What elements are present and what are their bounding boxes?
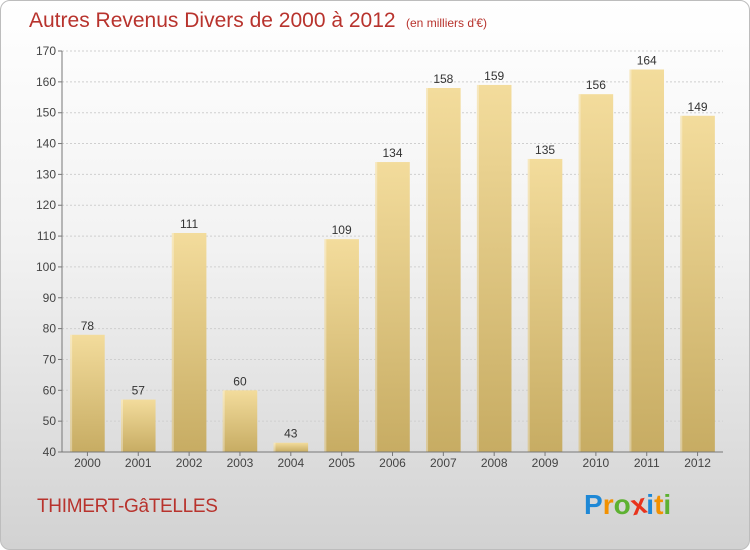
bar-2012 (680, 115, 715, 453)
y-tick-label: 40 (43, 445, 57, 459)
bar-highlight (476, 84, 479, 452)
data-label-2003: 60 (233, 374, 247, 388)
bar-2000 (70, 334, 105, 452)
proxiti-logo: Proxiti (584, 488, 672, 522)
x-tick-label-2008: 2008 (481, 456, 508, 470)
x-tick-label-2000: 2000 (74, 456, 101, 470)
title-main: Autres Revenus Divers de 2000 à 2012 (29, 9, 396, 32)
y-tick-label: 90 (43, 291, 57, 305)
data-label-2000: 78 (81, 319, 95, 333)
logo-letter: t (654, 489, 664, 520)
logo-letter: i (663, 489, 672, 520)
bar-2008 (476, 84, 512, 452)
y-tick-label: 70 (43, 352, 57, 366)
x-tick-label-2010: 2010 (583, 456, 610, 470)
data-label-2010: 156 (586, 78, 606, 92)
bar-2007 (426, 88, 461, 452)
data-label-2004: 43 (284, 427, 298, 441)
logo-letter: P (584, 489, 603, 520)
bar-highlight (70, 334, 73, 452)
y-tick-label: 140 (36, 137, 56, 151)
bar-highlight (171, 232, 174, 452)
x-tick-label-2001: 2001 (125, 456, 152, 470)
bar-2003 (222, 390, 258, 452)
data-label-2005: 109 (332, 223, 352, 237)
y-tick-label: 60 (43, 383, 57, 397)
bar-2005 (324, 239, 359, 452)
commune-name: THIMERT-GâTELLES (37, 496, 218, 517)
y-tick-label: 120 (36, 198, 56, 212)
axes: 40 50 60 70 80 90 100 110 120 130 140 150 160 170 2000… (36, 44, 723, 470)
x-tick-label-2003: 2003 (227, 456, 254, 470)
bar-highlight (680, 115, 683, 453)
data-label-2001: 57 (132, 384, 146, 398)
x-tick-label-2011: 2011 (634, 456, 660, 470)
bar-highlight (629, 69, 632, 452)
data-label-2012: 149 (688, 100, 708, 114)
data-label-2006: 134 (382, 146, 402, 160)
bar-highlight (426, 88, 429, 452)
bar-highlight (120, 399, 123, 452)
x-tick-label-2006: 2006 (379, 456, 406, 470)
bar-highlight (578, 94, 581, 452)
y-tick-label: 160 (36, 75, 56, 89)
x-tick-label-2002: 2002 (176, 456, 203, 470)
y-tick-label: 80 (43, 322, 57, 336)
bar-2011 (629, 69, 665, 452)
bar-2002 (171, 232, 207, 452)
bar-2006 (375, 162, 410, 453)
bar-highlight (375, 162, 378, 453)
logo-letter: o (613, 489, 631, 520)
chart-title: Autres Revenus Divers de 2000 à 2012 (en… (29, 9, 487, 33)
y-tick-label: 110 (37, 229, 56, 243)
x-tick-label-2009: 2009 (532, 456, 559, 470)
x-tick-label-2005: 2005 (328, 456, 355, 470)
logo-letter: i (646, 489, 655, 520)
bar-2004 (273, 442, 309, 452)
y-tick-label: 170 (36, 44, 56, 58)
x-tick-label-2004: 2004 (277, 456, 304, 470)
y-tick-label: 150 (36, 106, 56, 120)
x-tick-label-2007: 2007 (430, 456, 457, 470)
logo-letter: r (602, 489, 614, 520)
bar-highlight (324, 239, 327, 452)
bar-2009 (527, 158, 563, 452)
data-label-2007: 158 (433, 72, 453, 86)
y-tick-label: 100 (36, 260, 56, 274)
data-label-2002: 111 (180, 217, 199, 231)
bar-highlight (273, 442, 276, 452)
data-label-2011: 164 (637, 54, 657, 68)
bar-2001 (120, 399, 156, 452)
y-tick-label: 50 (43, 414, 57, 428)
bar-highlight (527, 158, 530, 452)
bar-2010 (578, 94, 614, 452)
y-tick-label: 130 (36, 167, 56, 181)
data-label-2009: 135 (535, 143, 555, 157)
title-unit: (en milliers d'€) (406, 16, 487, 30)
x-tick-label-2012: 2012 (684, 456, 711, 470)
data-label-2008: 159 (484, 69, 504, 83)
bars: 78 57 111 60 43 109 134 158 159 135 156 164 149 (70, 54, 715, 453)
bar-highlight (222, 390, 225, 452)
